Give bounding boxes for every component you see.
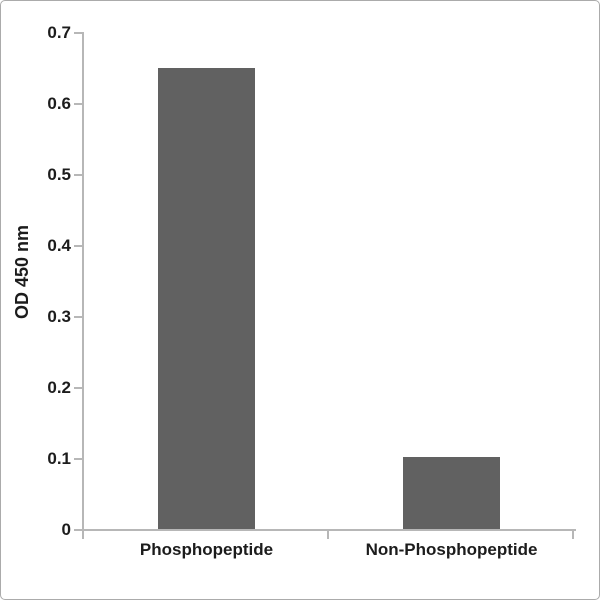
y-tick-label: 0.7 xyxy=(47,23,71,42)
y-tick-label: 0.6 xyxy=(47,94,71,113)
y-tick-label: 0.1 xyxy=(47,449,71,468)
y-tick-mark xyxy=(74,529,82,531)
y-tick-label: 0.2 xyxy=(47,378,71,397)
y-tick-mark xyxy=(74,32,82,34)
y-axis-line xyxy=(82,32,84,531)
y-tick-mark xyxy=(74,174,82,176)
x-category-label: Phosphopeptide xyxy=(139,540,274,559)
y-tick-mark xyxy=(74,103,82,105)
x-category-label: Non-Phosphopeptide xyxy=(365,540,538,559)
y-tick-label: 0.5 xyxy=(47,165,71,184)
x-tick-mark xyxy=(572,531,574,539)
y-tick-mark xyxy=(74,245,82,247)
y-tick-mark xyxy=(74,316,82,318)
y-tick-mark xyxy=(74,458,82,460)
bar-non-phosphopeptide xyxy=(403,457,500,529)
y-tick-mark xyxy=(74,387,82,389)
bar-phosphopeptide xyxy=(158,68,255,529)
y-tick-label: 0.4 xyxy=(47,236,71,255)
x-tick-mark xyxy=(327,531,329,539)
y-tick-label: 0.3 xyxy=(47,307,71,326)
x-tick-mark xyxy=(82,531,84,539)
x-axis-line xyxy=(82,529,576,531)
y-tick-label: 0 xyxy=(61,520,71,539)
